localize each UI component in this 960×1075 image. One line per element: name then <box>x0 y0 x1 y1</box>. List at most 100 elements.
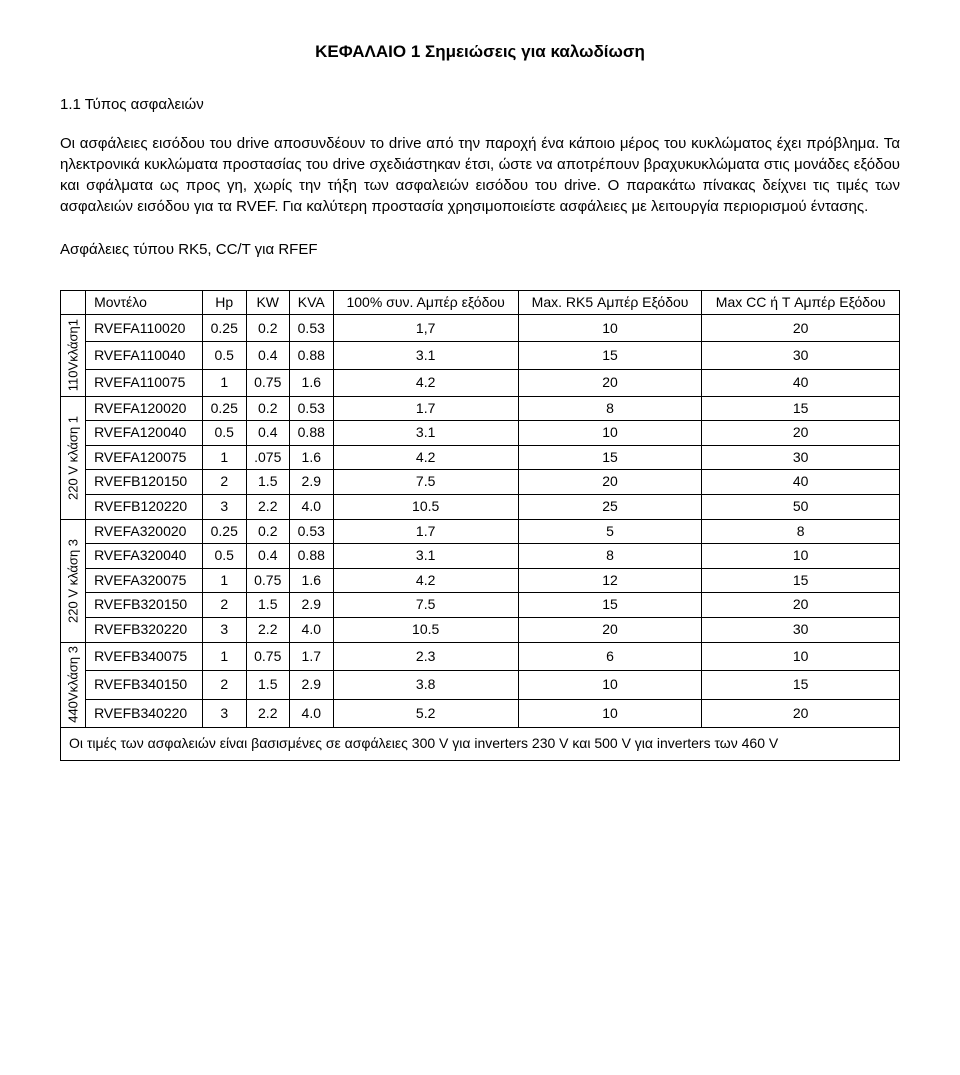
cell: 0.75 <box>246 568 290 593</box>
cell: 15 <box>518 342 702 369</box>
cell: 20 <box>702 421 900 446</box>
table-footer-note: Οι τιμές των ασφαλειών είναι βασισμένες … <box>61 728 900 761</box>
cell: 6 <box>518 642 702 671</box>
cell: 2.3 <box>333 642 518 671</box>
cell: 15 <box>518 593 702 618</box>
cell-model: RVEFB120220 <box>86 494 203 519</box>
cell: 10 <box>518 671 702 700</box>
group-220v-1: 220 V κλάση 1 <box>61 396 86 519</box>
cell: 0.88 <box>290 342 334 369</box>
cell: 4.2 <box>333 445 518 470</box>
cell-model: RVEFA320020 <box>86 519 203 544</box>
table-row: RVEFA320040 0.5 0.4 0.88 3.1 8 10 <box>61 544 900 569</box>
cell-model: RVEFA110020 <box>86 315 203 342</box>
cell: .075 <box>246 445 290 470</box>
cell: 3.8 <box>333 671 518 700</box>
cell: 2 <box>202 593 246 618</box>
fuse-table: Μοντέλο Hp KW KVA 100% συν. Αμπέρ εξόδου… <box>60 290 900 761</box>
cell: 1 <box>202 445 246 470</box>
cell: 1.5 <box>246 671 290 700</box>
table-row: RVEFA120040 0.5 0.4 0.88 3.1 10 20 <box>61 421 900 446</box>
table-row: RVEFA110040 0.5 0.4 0.88 3.1 15 30 <box>61 342 900 369</box>
cell: 15 <box>702 671 900 700</box>
table-row: RVEFA120075 1 .075 1.6 4.2 15 30 <box>61 445 900 470</box>
cell: 10 <box>518 421 702 446</box>
cell: 0.4 <box>246 342 290 369</box>
cell-model: RVEFA110075 <box>86 369 203 396</box>
table-row: RVEFA110075 1 0.75 1.6 4.2 20 40 <box>61 369 900 396</box>
cell-model: RVEFA320040 <box>86 544 203 569</box>
cell: 7.5 <box>333 470 518 495</box>
cell: 2.2 <box>246 617 290 642</box>
cell: 0.2 <box>246 315 290 342</box>
cell-model: RVEFA320075 <box>86 568 203 593</box>
cell-model: RVEFA120075 <box>86 445 203 470</box>
cell: 0.53 <box>290 315 334 342</box>
cell: 40 <box>702 369 900 396</box>
cell: 1 <box>202 568 246 593</box>
cell: 30 <box>702 342 900 369</box>
cell: 2.9 <box>290 470 334 495</box>
cell: 20 <box>702 699 900 728</box>
cell: 4.0 <box>290 699 334 728</box>
cell: 2 <box>202 671 246 700</box>
col-hp: Hp <box>202 290 246 315</box>
cell: 50 <box>702 494 900 519</box>
cell-model: RVEFB340075 <box>86 642 203 671</box>
cell: 1.7 <box>333 519 518 544</box>
cell: 1 <box>202 369 246 396</box>
table-row: RVEFB320220 3 2.2 4.0 10.5 20 30 <box>61 617 900 642</box>
cell: 2.9 <box>290 593 334 618</box>
cell: 0.53 <box>290 396 334 421</box>
cell-model: RVEFB120150 <box>86 470 203 495</box>
intro-paragraph: Οι ασφάλειες εισόδου του drive αποσυνδέο… <box>60 133 900 217</box>
cell: 0.5 <box>202 342 246 369</box>
cell: 0.88 <box>290 544 334 569</box>
cell-model: RVEFA120040 <box>86 421 203 446</box>
cell: 40 <box>702 470 900 495</box>
cell: 0.25 <box>202 519 246 544</box>
cell: 5.2 <box>333 699 518 728</box>
cell: 8 <box>702 519 900 544</box>
table-row: 440Vκλάση 3 RVEFB340075 1 0.75 1.7 2.3 6… <box>61 642 900 671</box>
cell: 2.9 <box>290 671 334 700</box>
cell: 8 <box>518 396 702 421</box>
cell: 0.75 <box>246 642 290 671</box>
cell: 0.2 <box>246 396 290 421</box>
cell: 0.5 <box>202 544 246 569</box>
table-header-row: Μοντέλο Hp KW KVA 100% συν. Αμπέρ εξόδου… <box>61 290 900 315</box>
cell: 30 <box>702 445 900 470</box>
cell: 0.75 <box>246 369 290 396</box>
cell: 20 <box>702 315 900 342</box>
cell: 7.5 <box>333 593 518 618</box>
col-rk5: Max. RK5 Αμπέρ Εξόδου <box>518 290 702 315</box>
footer-note-text: Οι τιμές των ασφαλειών είναι βασισμένες … <box>61 728 900 761</box>
cell: 10.5 <box>333 494 518 519</box>
group-440v: 440Vκλάση 3 <box>61 642 86 728</box>
cell: 0.88 <box>290 421 334 446</box>
cell: 8 <box>518 544 702 569</box>
cell: 1.6 <box>290 568 334 593</box>
cell: 1.6 <box>290 369 334 396</box>
cell: 1,7 <box>333 315 518 342</box>
table-row: RVEFB120220 3 2.2 4.0 10.5 25 50 <box>61 494 900 519</box>
fuse-subheading: Ασφάλειες τύπου RK5, CC/T για RFEF <box>60 239 900 260</box>
cell: 3 <box>202 494 246 519</box>
cell: 3.1 <box>333 342 518 369</box>
cell: 10.5 <box>333 617 518 642</box>
cell-model: RVEFB320150 <box>86 593 203 618</box>
cell: 0.2 <box>246 519 290 544</box>
col-group-blank <box>61 290 86 315</box>
cell: 5 <box>518 519 702 544</box>
cell: 3.1 <box>333 544 518 569</box>
cell: 20 <box>518 470 702 495</box>
cell: 3 <box>202 617 246 642</box>
cell: 0.53 <box>290 519 334 544</box>
cell-model: RVEFA120020 <box>86 396 203 421</box>
cell: 3 <box>202 699 246 728</box>
cell: 0.25 <box>202 396 246 421</box>
cell: 10 <box>518 699 702 728</box>
cell-model: RVEFB320220 <box>86 617 203 642</box>
cell: 30 <box>702 617 900 642</box>
cell: 1.5 <box>246 593 290 618</box>
